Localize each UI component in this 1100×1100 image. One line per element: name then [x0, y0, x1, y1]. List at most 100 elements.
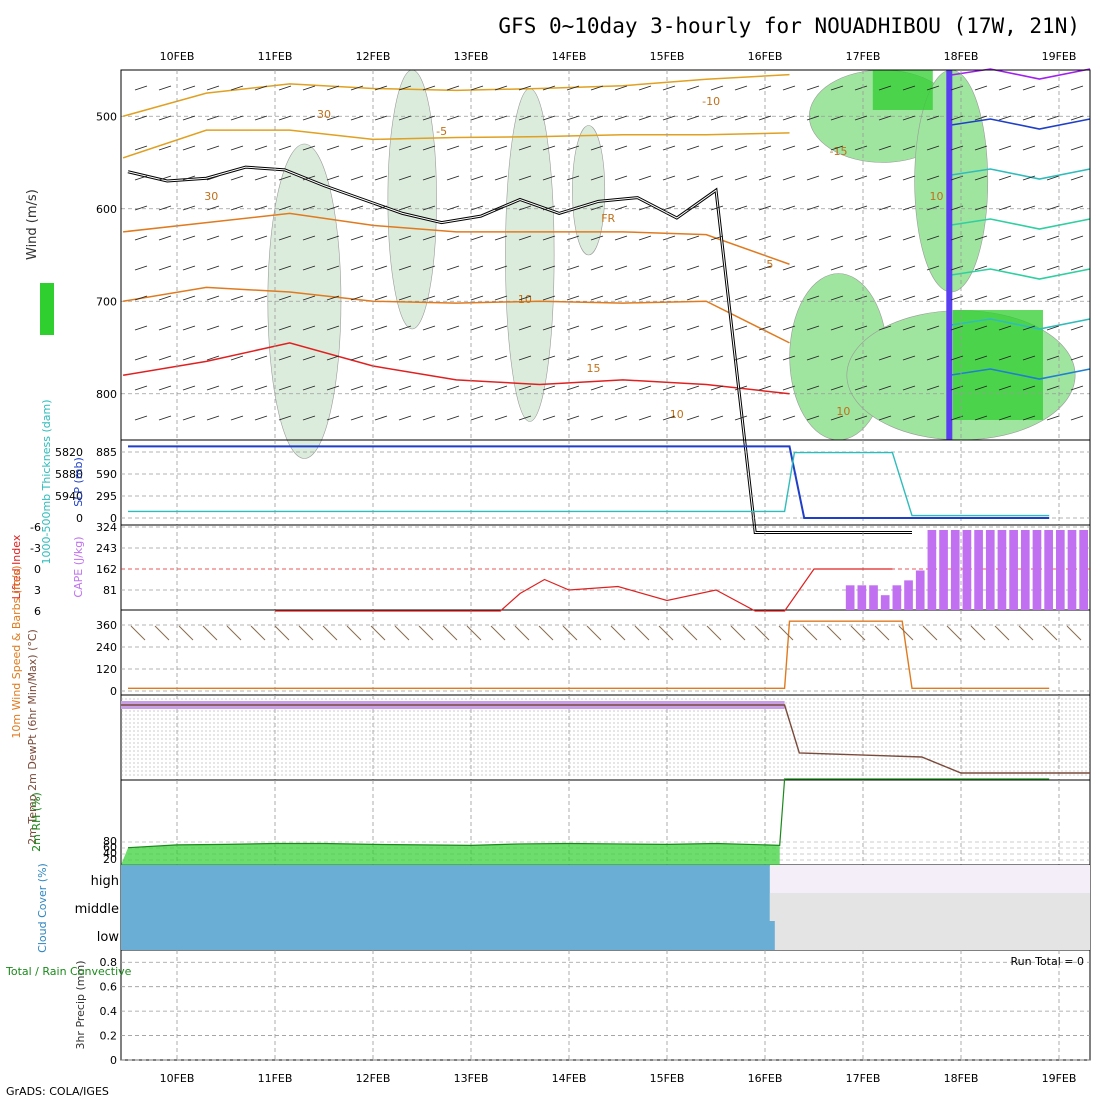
x-tick-label-bottom: 10FEB [160, 1072, 195, 1085]
wind-barb [494, 115, 508, 121]
wind-barb [1022, 355, 1036, 361]
wind-barb [638, 415, 652, 421]
wind-barb [1070, 205, 1084, 211]
wind-barb [182, 115, 196, 121]
wind-barb [974, 265, 988, 271]
x-tick-label-bottom: 12FEB [356, 1072, 391, 1085]
wind-barb [1070, 355, 1084, 361]
wind-barb [278, 145, 292, 151]
wind-barb [302, 415, 316, 421]
wind-barb [1046, 295, 1060, 301]
wind-barb [374, 415, 388, 421]
wind-barb [134, 115, 148, 121]
wind-barb [686, 295, 700, 301]
wind-barb [878, 115, 892, 121]
x-tick-label-top: 15FEB [650, 50, 685, 63]
wind-barb [706, 625, 722, 641]
x-tick-label-top: 14FEB [552, 50, 587, 63]
wind-barb [614, 295, 628, 301]
x-tick-label-bottom: 13FEB [454, 1072, 489, 1085]
wind-barb [566, 85, 580, 91]
wind-barb [830, 385, 844, 391]
wind-barb [1070, 415, 1084, 421]
y-tick-label: 40 [103, 847, 117, 860]
y-tick-label: 0.8 [100, 956, 118, 969]
wind-barb [158, 325, 172, 331]
wind-barb [854, 415, 868, 421]
y-axis-label: Cloud Cover (%) [36, 863, 49, 953]
wind-barb [590, 355, 604, 361]
wind-barb [614, 85, 628, 91]
y-tick-label: -6 [30, 521, 41, 534]
wind-barb [806, 265, 820, 271]
wind-barb [542, 325, 556, 331]
wind-barb [446, 355, 460, 361]
y-tick-label: 3 [34, 584, 41, 597]
cape-bar [962, 530, 972, 610]
wind-barb [226, 625, 242, 641]
contour-label: 5 [766, 258, 773, 271]
cape-bar [904, 580, 913, 610]
wind-barb [998, 325, 1012, 331]
wind-barb [158, 235, 172, 241]
rh-legend-swatch [40, 283, 54, 335]
wind-barb [950, 145, 964, 151]
wind-barb [542, 115, 556, 121]
wind-barb [658, 625, 674, 641]
wind-barb [662, 265, 676, 271]
wind-barb [950, 325, 964, 331]
wind-barb [1070, 115, 1084, 121]
wind-barb [1070, 175, 1084, 181]
wind-barb [806, 115, 820, 121]
isotherm [951, 368, 1091, 380]
wind-barb [206, 175, 220, 181]
wind-barb [994, 625, 1010, 641]
wind-barb [206, 295, 220, 301]
wind-barb [470, 205, 484, 211]
wind-barb [158, 415, 172, 421]
wind-barb [470, 175, 484, 181]
wind-barb [326, 415, 340, 421]
wind-barb [302, 145, 316, 151]
wind-barb [1070, 235, 1084, 241]
wind-barb [374, 145, 388, 151]
wind-barb [806, 325, 820, 331]
y-axis-label: 2m Temp 2m DewPt (6hr Min/Max) (°C) [26, 629, 39, 845]
y-tick-label: 20 [103, 853, 117, 866]
wind-barb [322, 625, 338, 641]
wind-barb [446, 385, 460, 391]
wind-barb [806, 175, 820, 181]
wind-barb [302, 175, 316, 181]
wind-barb [350, 115, 364, 121]
wind-barb [638, 235, 652, 241]
wind-barb [662, 385, 676, 391]
wind-barb [518, 385, 532, 391]
wind-barb [230, 385, 244, 391]
wind-barb [446, 115, 460, 121]
wind-barb [230, 145, 244, 151]
y-tick-label: 120 [96, 663, 117, 676]
wind-barb [470, 325, 484, 331]
wind-barb [686, 385, 700, 391]
y-axis-label: 2m RH (%) [30, 792, 43, 852]
wind-barb [974, 355, 988, 361]
wind-barb [878, 235, 892, 241]
wind-barb [782, 265, 796, 271]
wind-barb [806, 145, 820, 151]
wind-barb [542, 205, 556, 211]
y-tick-label: 0.2 [100, 1030, 118, 1043]
y-tick-label: 81 [103, 584, 117, 597]
wind-barb [926, 415, 940, 421]
wind-barb [278, 295, 292, 301]
wind-barb [590, 115, 604, 121]
wind-barb [998, 205, 1012, 211]
x-tick-label-bottom: 11FEB [258, 1072, 293, 1085]
wind-barb [446, 175, 460, 181]
wind-barb [854, 325, 868, 331]
y-tick-label: 80 [103, 835, 117, 848]
wind-barb [566, 415, 580, 421]
isotherm [951, 318, 1091, 330]
x-tick-label-bottom: 19FEB [1042, 1072, 1077, 1085]
wind-barb [998, 235, 1012, 241]
wind-barb [206, 355, 220, 361]
